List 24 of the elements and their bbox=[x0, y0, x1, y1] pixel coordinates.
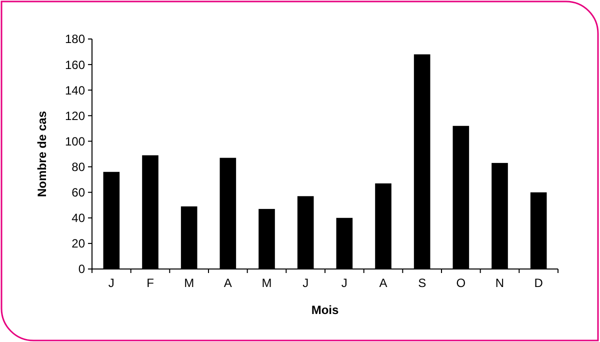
x-tick-label: N bbox=[495, 276, 504, 290]
x-axis-title: Mois bbox=[311, 303, 339, 317]
x-tick-label: S bbox=[418, 276, 426, 290]
y-tick-label: 0 bbox=[78, 262, 86, 276]
x-tick-label: J bbox=[108, 276, 114, 290]
y-tick-label: 40 bbox=[72, 211, 86, 226]
x-tick-label: M bbox=[184, 276, 194, 290]
y-tick-label: 60 bbox=[72, 186, 86, 200]
y-tick-label: 100 bbox=[64, 134, 86, 148]
x-tick-label: A bbox=[379, 276, 388, 290]
x-tick-label: M bbox=[262, 276, 272, 290]
y-axis-title: Nombre de cas bbox=[35, 110, 49, 198]
x-tick-label: O bbox=[456, 276, 466, 290]
y-tick-label: 140 bbox=[64, 83, 86, 98]
x-tick-label: J bbox=[341, 276, 348, 290]
y-tick-label: 80 bbox=[72, 160, 86, 174]
x-tick-label: A bbox=[224, 276, 232, 290]
x-tick-label: D bbox=[534, 276, 544, 290]
y-tick-label: 180 bbox=[64, 32, 86, 46]
x-tick-label: F bbox=[146, 276, 154, 290]
y-tick-label: 20 bbox=[72, 236, 86, 251]
y-tick-label: 160 bbox=[64, 58, 86, 72]
y-tick-label: 120 bbox=[64, 108, 86, 123]
x-tick-label: J bbox=[302, 276, 309, 290]
